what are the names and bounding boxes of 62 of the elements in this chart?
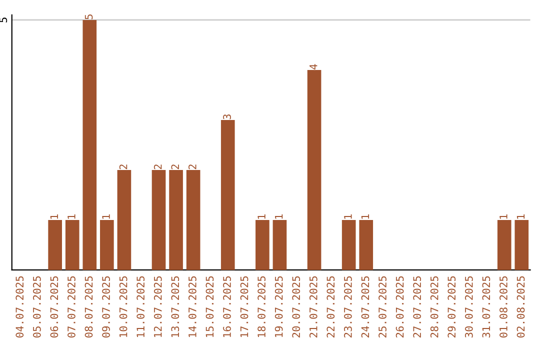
data-label: 2 xyxy=(171,164,179,170)
data-label: 1 xyxy=(68,214,76,219)
x-tick-label: 05.07.2025 xyxy=(32,276,41,338)
x-tick-label: 20.07.2025 xyxy=(292,276,300,338)
x-tick-label: 15.07.2025 xyxy=(206,276,214,337)
data-label: 2 xyxy=(188,164,196,170)
data-label: 2 xyxy=(119,164,128,170)
data-label: 4 xyxy=(310,64,318,70)
x-tick-label: 27.07.2025 xyxy=(413,276,422,338)
x-tick-label: 18.07.2025 xyxy=(258,276,266,337)
x-tick-label: 06.07.2025 xyxy=(50,276,58,338)
bar xyxy=(82,20,97,270)
x-tick-label: 13.07.2025 xyxy=(171,276,180,337)
x-tick-label: 24.07.2025 xyxy=(361,276,370,338)
x-tick-label: 16.07.2025 xyxy=(223,276,231,337)
bar xyxy=(65,220,80,270)
x-tick-label: 29.07.2025 xyxy=(448,276,456,338)
x-tick-label: 14.07.2025 xyxy=(188,276,196,337)
bar xyxy=(100,220,114,270)
x-tick-label: 10.07.2025 xyxy=(119,276,128,337)
bar xyxy=(186,170,200,270)
data-label: 1 xyxy=(516,214,525,219)
data-label: 1 xyxy=(50,214,58,219)
bar xyxy=(256,220,270,270)
x-tick-label: 08.07.2025 xyxy=(84,276,93,338)
bar xyxy=(272,220,287,270)
bar xyxy=(359,220,374,270)
x-tick-label: 31.07.2025 xyxy=(482,276,490,338)
x-tick-label: 01.08.2025 xyxy=(500,276,508,338)
data-label: 1 xyxy=(275,214,283,219)
bar xyxy=(514,220,529,270)
bar xyxy=(307,70,322,270)
bar xyxy=(169,170,183,270)
bar xyxy=(48,220,62,270)
x-tick-label: 26.07.2025 xyxy=(396,276,404,338)
data-label: 5 xyxy=(84,14,93,20)
data-label: 1 xyxy=(344,214,352,219)
x-tick-label: 11.07.2025 xyxy=(136,276,145,337)
x-tick-label: 23.07.2025 xyxy=(344,276,352,338)
data-label: 1 xyxy=(500,214,508,219)
data-label: 1 xyxy=(258,214,266,219)
x-tick-label: 28.07.2025 xyxy=(430,276,438,338)
x-tick-label: 02.08.2025 xyxy=(516,276,525,338)
x-tick-label: 22.07.2025 xyxy=(326,276,335,338)
data-label: 1 xyxy=(361,214,370,219)
data-label: 1 xyxy=(102,214,110,219)
data-label: 2 xyxy=(154,164,162,170)
x-tick-label: 12.07.2025 xyxy=(154,276,162,337)
x-tick-label: 30.07.2025 xyxy=(464,276,473,338)
x-tick-label: 07.07.2025 xyxy=(68,276,76,338)
bar xyxy=(117,170,132,270)
bar xyxy=(152,170,166,270)
bar xyxy=(220,120,235,270)
x-tick-label: 21.07.2025 xyxy=(309,276,318,338)
data-label: 3 xyxy=(223,114,231,120)
x-tick-label: 09.07.2025 xyxy=(102,276,110,338)
x-tick-label: 19.07.2025 xyxy=(274,276,283,337)
bar xyxy=(497,220,512,270)
x-tick-label: 25.07.2025 xyxy=(378,276,386,338)
bar xyxy=(342,220,356,270)
x-tick-label: 17.07.2025 xyxy=(240,276,248,337)
x-tick-label: 04.07.2025 xyxy=(16,276,24,338)
